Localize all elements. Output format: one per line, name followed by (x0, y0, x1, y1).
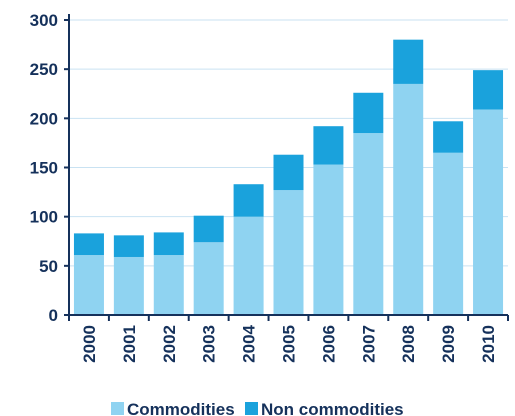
legend-label: Commodities (127, 400, 235, 416)
bar-non-commodities-2010 (473, 70, 504, 110)
x-tick-label: 2001 (120, 325, 139, 363)
x-tick-label: 2008 (399, 325, 418, 363)
bar-commodities-2009 (433, 152, 464, 315)
legend-item-commodities: Commodities (111, 400, 235, 416)
bar-commodities-2004 (233, 216, 264, 315)
bar-commodities-2002 (153, 255, 184, 315)
bar-non-commodities-2007 (353, 92, 384, 134)
bar-commodities-2010 (473, 109, 504, 315)
x-tick-label: 2004 (240, 324, 259, 362)
x-tick-label: 2009 (439, 325, 458, 363)
y-tick-label: 250 (30, 60, 58, 79)
bar-non-commodities-2000 (73, 233, 104, 256)
bar-commodities-2005 (273, 190, 304, 315)
bar-non-commodities-2002 (153, 232, 184, 256)
y-tick-label: 100 (30, 208, 58, 227)
legend-label: Non commodities (261, 400, 404, 416)
bar-commodities-2007 (353, 133, 384, 315)
y-tick-label: 0 (49, 306, 58, 325)
bars (73, 39, 504, 316)
y-tick-label: 50 (39, 257, 58, 276)
bar-non-commodities-2004 (233, 184, 264, 217)
legend-swatch (111, 402, 124, 415)
x-tick-label: 2003 (200, 325, 219, 363)
x-tick-label: 2010 (479, 325, 498, 363)
x-tick-label: 2000 (80, 325, 99, 363)
bar-commodities-2001 (113, 256, 144, 315)
legend-item-non-commodities: Non commodities (245, 400, 404, 416)
y-tick-label: 200 (30, 109, 58, 128)
bar-commodities-2008 (393, 83, 424, 316)
y-tick-label: 150 (30, 159, 58, 178)
legend: Commodities Non commodities (111, 400, 404, 416)
axes (64, 14, 509, 321)
bar-non-commodities-2008 (393, 39, 424, 84)
x-tick-label: 2006 (319, 325, 338, 363)
bar-commodities-2000 (73, 255, 104, 315)
y-axis-tick-labels: 0 50 100 150 200 250 300 (30, 11, 58, 325)
bar-commodities-2003 (193, 242, 224, 315)
bar-commodities-2006 (313, 164, 344, 315)
x-tick-label: 2007 (359, 325, 378, 363)
bar-non-commodities-2003 (193, 215, 224, 243)
x-axis-tick-labels: 2000 2001 2002 2003 2004 2005 2006 2007 2008 2009… (80, 324, 498, 362)
legend-swatch (245, 402, 258, 415)
bar-non-commodities-2006 (313, 126, 344, 165)
bar-non-commodities-2005 (273, 154, 304, 191)
x-tick-label: 2005 (280, 325, 299, 363)
y-tick-label: 300 (30, 11, 58, 30)
x-tick-label: 2002 (160, 325, 179, 363)
bar-non-commodities-2009 (433, 121, 464, 153)
bar-non-commodities-2001 (113, 235, 144, 257)
